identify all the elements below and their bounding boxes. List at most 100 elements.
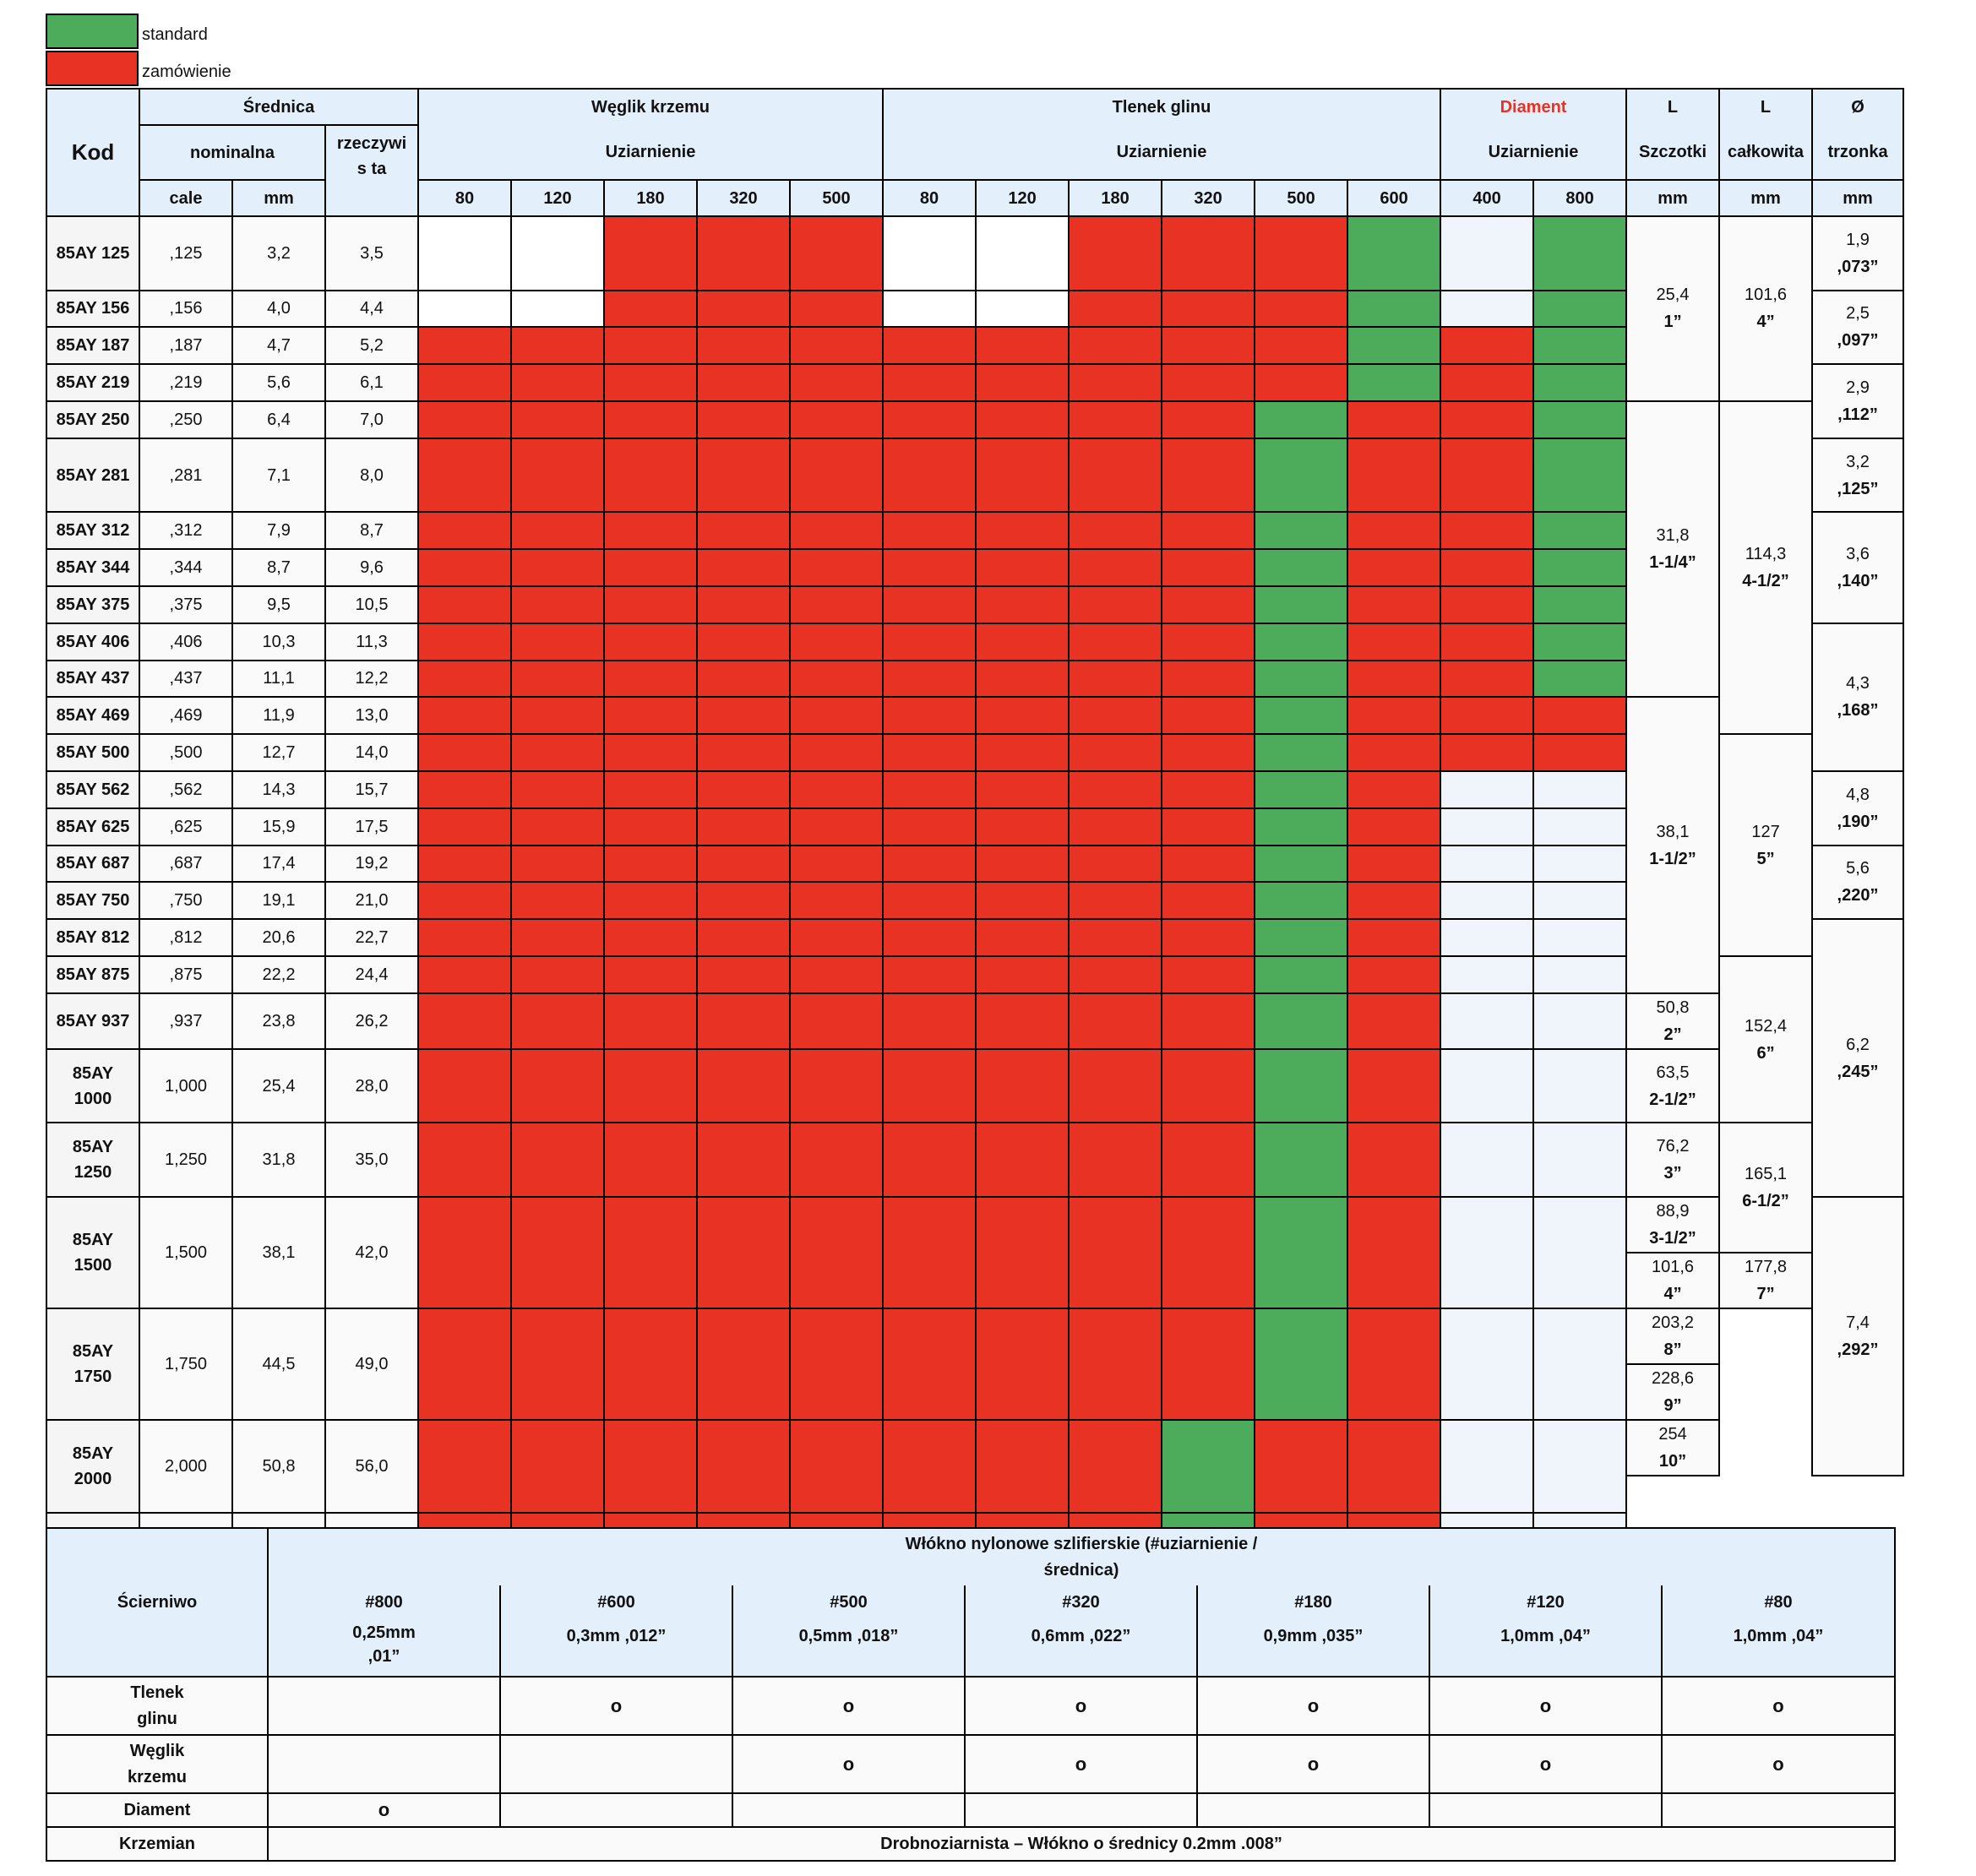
side-mm: 254 (1658, 1424, 1687, 1444)
availability-cell (1440, 437, 1535, 514)
diameter-inch: ,500 (139, 733, 233, 772)
table-row: 228,6 9” (46, 1362, 1903, 1421)
availability-cell (696, 954, 791, 994)
availability-cell (696, 326, 791, 366)
availability-cell (1532, 1122, 1628, 1198)
diameter-mm: 5,6 (231, 363, 326, 402)
legend-label-order: zamówienie (142, 63, 231, 81)
availability-cell (1068, 769, 1163, 809)
nylon-grit: #600 (597, 1593, 635, 1612)
availability-cell (1161, 992, 1256, 1050)
availability-cell (1440, 1307, 1535, 1421)
diameter-mm: 15,9 (231, 807, 326, 846)
diameter-inch: ,625 (139, 807, 233, 846)
product-code: 85AY 1000 (46, 1047, 140, 1124)
diameter-inch: ,812 (139, 918, 233, 957)
availability-cell (603, 769, 698, 809)
availability-cell (1254, 363, 1349, 402)
availability-cell (882, 918, 977, 957)
nylon-grit: #80 (1764, 1593, 1793, 1612)
availability-cell (510, 844, 605, 884)
table-row: 85AY 687,687 17,4 19,2 5,6 ,220” (46, 844, 1905, 921)
grit-dia-400: 400 (1440, 179, 1535, 217)
availability-cell (975, 363, 1070, 402)
availability-cell (510, 622, 605, 661)
availability-cell (1254, 696, 1349, 736)
unit-mm-l-total: mm (1718, 179, 1814, 217)
product-code: 85AY 250 (46, 400, 140, 439)
availability-cell (510, 1418, 605, 1514)
availability-cell (1532, 807, 1628, 846)
availability-cell (510, 400, 605, 439)
availability-cell (1440, 881, 1535, 921)
diameter-inch: ,156 (139, 289, 233, 329)
product-table: Kod Średnica Węglik krzemu Tlenek glinu … (46, 88, 1905, 1661)
diameter-inch: ,469 (139, 696, 233, 736)
availability-cell (1068, 363, 1163, 402)
product-code: 85AY 937 (46, 992, 140, 1050)
availability-cell (417, 437, 512, 514)
side-inch: ,140” (1837, 572, 1879, 591)
table-row: 101,6 4” 177,8 7” (46, 1251, 1903, 1309)
availability-cell (1347, 733, 1442, 772)
availability-cell (1161, 733, 1256, 772)
side-shank: 5,6 ,220” (1811, 844, 1905, 921)
availability-cell (417, 363, 512, 402)
diameter-mm: 11,9 (231, 696, 326, 736)
availability-cell (975, 1122, 1070, 1198)
table-row: 85AY 1500 1,500 38,1 42,0 88,9 3-1/2” 7,4 ,292” (46, 1195, 1905, 1476)
diameter-mm: 4,7 (231, 326, 326, 366)
nylon-grit-col: #80 1,0mm ,04” (1661, 1585, 1896, 1678)
availability-cell (696, 1122, 791, 1198)
availability-cell (1068, 1122, 1163, 1198)
availability-cell (510, 696, 605, 736)
side-inch: ,125” (1837, 479, 1879, 498)
nylon-mark: o (267, 1792, 501, 1828)
availability-cell (1440, 1122, 1535, 1198)
availability-cell (510, 289, 605, 329)
nylon-row-label: Krzemian (46, 1826, 269, 1862)
diameter-mm: 3,2 (231, 215, 326, 291)
availability-cell (417, 992, 512, 1050)
nylon-mark: o (1429, 1676, 1663, 1736)
availability-cell (882, 1418, 977, 1514)
availability-cell (510, 326, 605, 366)
diameter-mm: 10,3 (231, 622, 326, 661)
diameter-act: 26,2 (324, 992, 419, 1050)
side-inch: ,245” (1837, 1062, 1879, 1081)
availability-cell (603, 511, 698, 551)
side-shank: 4,8 ,190” (1811, 769, 1905, 846)
availability-cell (696, 844, 791, 884)
nylon-diameter: 0,25mm ,01” (352, 1623, 416, 1666)
availability-cell (1254, 622, 1349, 661)
availability-cell (882, 1307, 977, 1421)
nylon-diameter: 1,0mm ,04” (1500, 1627, 1591, 1645)
product-code: 85AY 500 (46, 733, 140, 772)
availability-cell (975, 696, 1070, 736)
availability-cell (975, 1047, 1070, 1124)
side-shank: 2,5 ,097” (1811, 289, 1905, 366)
product-code: 85AY 750 (46, 881, 140, 921)
availability-cell (975, 954, 1070, 994)
diameter-act: 10,5 (324, 585, 419, 624)
availability-cell (1440, 326, 1535, 366)
availability-cell (788, 585, 885, 624)
table-row: 85AY 625,625 15,9 17,5 (46, 807, 1903, 846)
diameter-inch: ,312 (139, 511, 233, 551)
availability-cell (1347, 1122, 1442, 1198)
availability-cell (1347, 511, 1442, 551)
table-row: 85AY 875,875 22,2 24,4 152,4 6” (46, 954, 1903, 1124)
header-kod: Kod (46, 88, 140, 217)
availability-cell (1068, 548, 1163, 587)
availability-cell (510, 1047, 605, 1124)
side-mm: 2,5 (1846, 304, 1870, 324)
availability-cell (1532, 585, 1628, 624)
diameter-mm: 17,4 (231, 844, 326, 884)
nylon-mark (1196, 1792, 1430, 1828)
availability-cell (417, 1418, 512, 1514)
availability-cell (1068, 585, 1163, 624)
side-mm: 88,9 (1656, 1201, 1690, 1221)
availability-cell (1532, 881, 1628, 921)
header-mm-nominal: mm (231, 179, 326, 217)
availability-cell (1347, 400, 1442, 439)
